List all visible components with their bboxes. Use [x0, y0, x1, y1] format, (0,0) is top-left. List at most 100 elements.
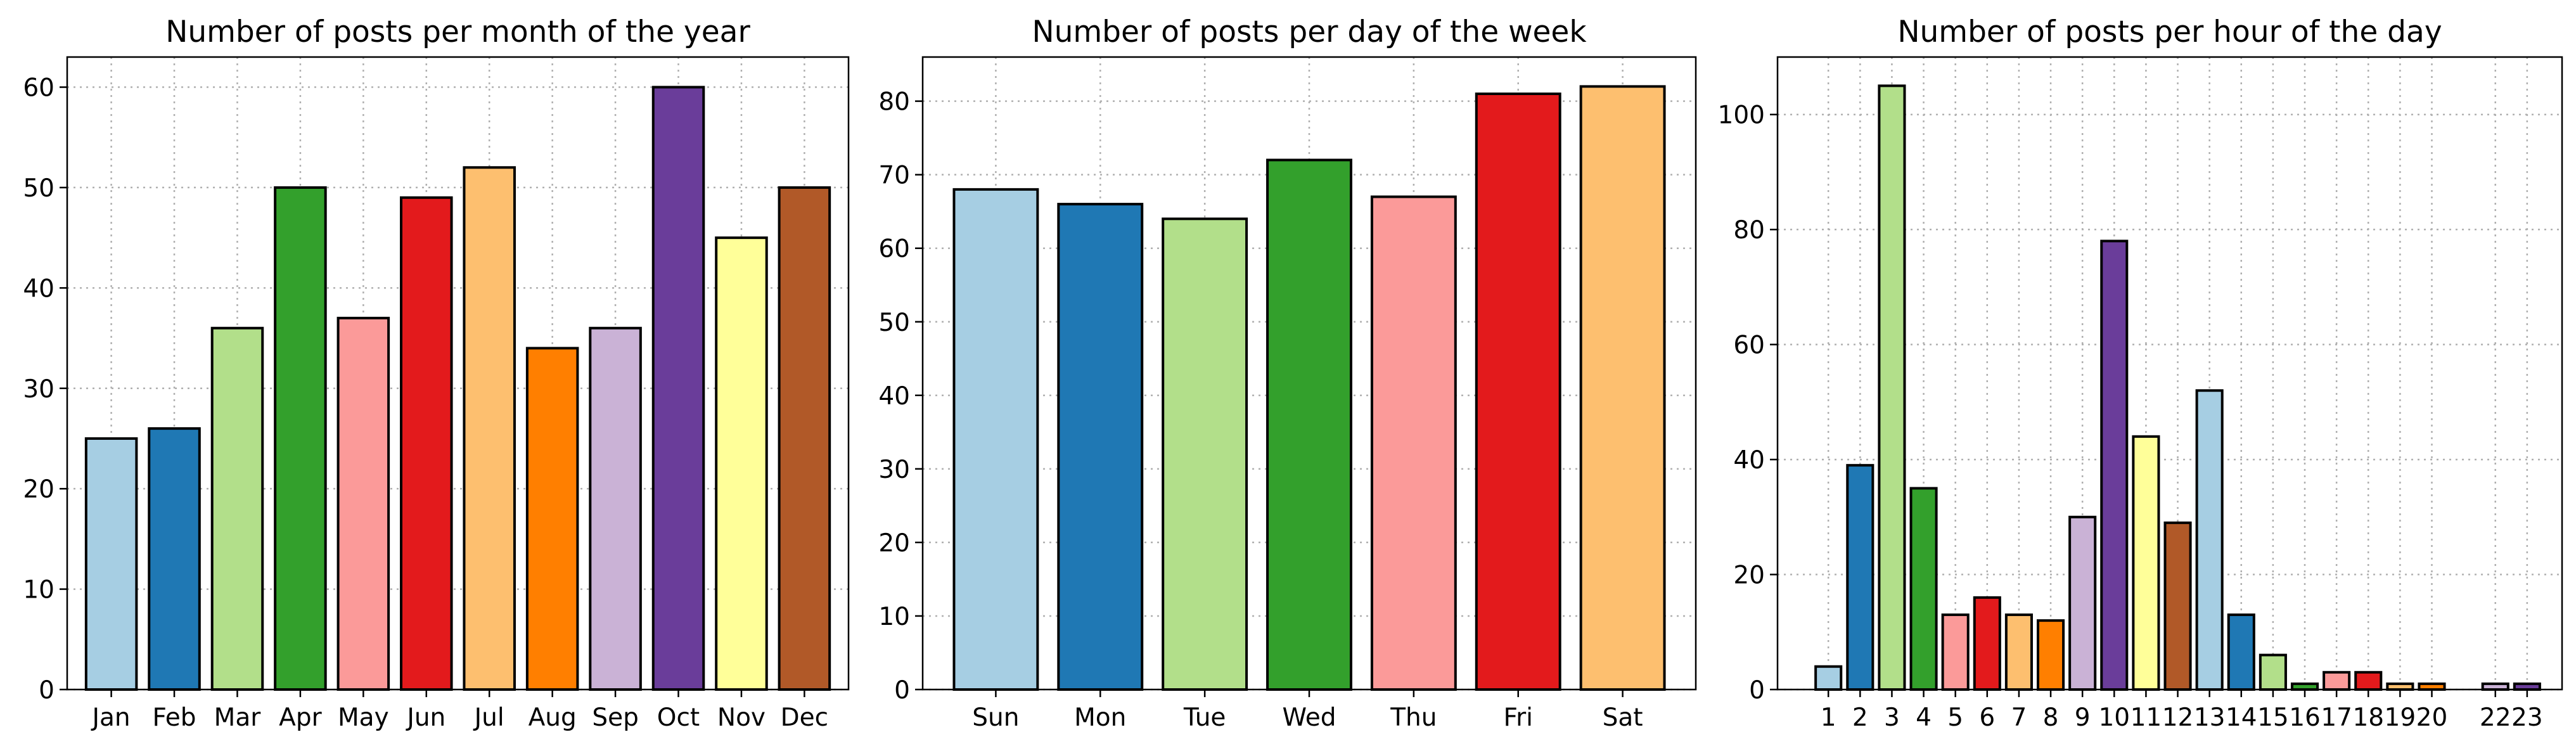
- bar-May: [336, 316, 390, 691]
- y-tick-label: 40: [878, 382, 910, 411]
- y-tick-label: 0: [894, 676, 910, 705]
- bar-5: [1941, 613, 1970, 691]
- bar-16: [2290, 682, 2319, 691]
- bar-Jun: [400, 196, 453, 691]
- bar-10: [2100, 240, 2129, 691]
- y-tick-label: 30: [23, 375, 54, 404]
- x-tick-label: Tue: [1183, 703, 1226, 732]
- y-tick-label: 60: [1733, 331, 1765, 360]
- x-tick-label: 23: [2511, 703, 2543, 732]
- y-tick-label: 80: [1733, 216, 1765, 245]
- bar-Mar: [210, 326, 264, 691]
- x-tick-label: Jun: [405, 703, 445, 732]
- bar-Aug: [525, 347, 579, 691]
- bar-20: [2418, 682, 2446, 691]
- y-tick-label: 50: [878, 309, 910, 337]
- chart-title: Number of posts per day of the week: [1032, 15, 1587, 49]
- x-tick-label: 6: [1979, 703, 1995, 732]
- x-axis: Jan Feb Mar Apr May Jun Jul Aug Sep Oct Nov Dec: [91, 690, 828, 732]
- y-tick-label: 20: [23, 475, 54, 504]
- y-tick-label: 0: [39, 676, 54, 705]
- x-tick-label: Nov: [717, 703, 766, 732]
- y-axis: 0 10 20 30 40 50 60 70 80: [878, 88, 923, 705]
- x-tick-label: Fri: [1503, 703, 1532, 732]
- bar-8: [2036, 619, 2065, 691]
- x-tick-label: 17: [2321, 703, 2352, 732]
- bar-Fri: [1475, 93, 1561, 691]
- chart-posts-per-month: Number of posts per month of the year 0 1…: [23, 15, 850, 732]
- x-tick-label: 7: [2011, 703, 2027, 732]
- bar-4: [1909, 487, 1938, 691]
- x-tick-label: 16: [2289, 703, 2321, 732]
- bar-Jan: [84, 437, 138, 691]
- bar-Oct: [651, 86, 705, 691]
- x-tick-label: Aug: [529, 703, 577, 732]
- bar-22: [2481, 682, 2509, 691]
- bar-Apr: [274, 186, 327, 691]
- bar-6: [1973, 596, 2001, 691]
- x-tick-label: 13: [2194, 703, 2226, 732]
- y-axis: 0 20 40 60 80 100: [1718, 101, 1778, 705]
- x-tick-label: 20: [2416, 703, 2448, 732]
- bar-Sat: [1579, 85, 1666, 691]
- x-tick-label: Mar: [214, 703, 262, 732]
- y-tick-label: 80: [878, 88, 910, 117]
- y-tick-label: 40: [23, 274, 54, 303]
- y-tick-label: 60: [23, 74, 54, 103]
- y-axis: 0 10 20 30 40 50 60: [23, 74, 67, 705]
- bar-13: [2195, 389, 2224, 691]
- y-tick-label: 30: [878, 456, 910, 484]
- bar-9: [2068, 515, 2097, 691]
- bar-Feb: [148, 427, 201, 691]
- x-tick-label: Oct: [657, 703, 700, 732]
- x-tick-label: 15: [2257, 703, 2289, 732]
- bar-14: [2227, 613, 2255, 691]
- x-tick-label: Mon: [1074, 703, 1126, 732]
- chart-posts-per-weekday: Number of posts per day of the week 0 10 2…: [878, 15, 1697, 732]
- bar-Sun: [952, 188, 1039, 691]
- x-tick-label: 5: [1947, 703, 1963, 732]
- x-tick-label: 14: [2226, 703, 2257, 732]
- bars: [952, 85, 1666, 691]
- x-tick-label: 2: [1852, 703, 1868, 732]
- x-axis: Sun Mon Tue Wed Thu Fri Sat: [972, 690, 1643, 732]
- chart-title: Number of posts per hour of the day: [1897, 15, 2442, 49]
- x-tick-label: Sun: [972, 703, 1019, 732]
- x-tick-label: 1: [1821, 703, 1836, 732]
- bar-23: [2513, 682, 2541, 691]
- chart-title: Number of posts per month of the year: [165, 15, 750, 49]
- bar-12: [2163, 521, 2192, 691]
- bar-Mon: [1057, 203, 1144, 691]
- x-tick-label: 11: [2131, 703, 2162, 732]
- bar-11: [2132, 435, 2160, 691]
- x-tick-label: 22: [2480, 703, 2511, 732]
- y-tick-label: 10: [878, 603, 910, 631]
- x-tick-label: Wed: [1282, 703, 1336, 732]
- chart-posts-per-hour: Number of posts per hour of the day 0 20 4…: [1718, 15, 2563, 732]
- x-tick-label: Sat: [1603, 703, 1643, 732]
- bar-17: [2323, 671, 2351, 691]
- bar-7: [2004, 613, 2033, 691]
- x-tick-label: Thu: [1390, 703, 1437, 732]
- plot-frame: [66, 56, 850, 691]
- bar-19: [2386, 682, 2414, 691]
- y-tick-label: 0: [1749, 676, 1765, 705]
- bar-Dec: [778, 186, 831, 691]
- y-tick-label: 20: [1733, 562, 1765, 590]
- x-tick-label: Feb: [153, 703, 196, 732]
- x-tick-label: Dec: [781, 703, 828, 732]
- x-tick-label: Apr: [279, 703, 322, 732]
- y-tick-label: 10: [23, 576, 54, 605]
- y-tick-label: 70: [878, 162, 910, 190]
- bar-Thu: [1370, 195, 1457, 691]
- x-tick-label: 12: [2162, 703, 2194, 732]
- y-tick-label: 40: [1733, 446, 1765, 475]
- x-tick-label: 4: [1916, 703, 1932, 732]
- bar-1: [1814, 665, 1843, 691]
- x-tick-label: 8: [2043, 703, 2059, 732]
- x-axis: 1 2 3 4 5 6 7 8 9 10 11 12 13 14 15 16 17 18 19 20 22 23: [1821, 690, 2543, 732]
- bar-Tue: [1162, 217, 1248, 691]
- bar-Nov: [715, 236, 768, 691]
- x-tick-label: 18: [2352, 703, 2384, 732]
